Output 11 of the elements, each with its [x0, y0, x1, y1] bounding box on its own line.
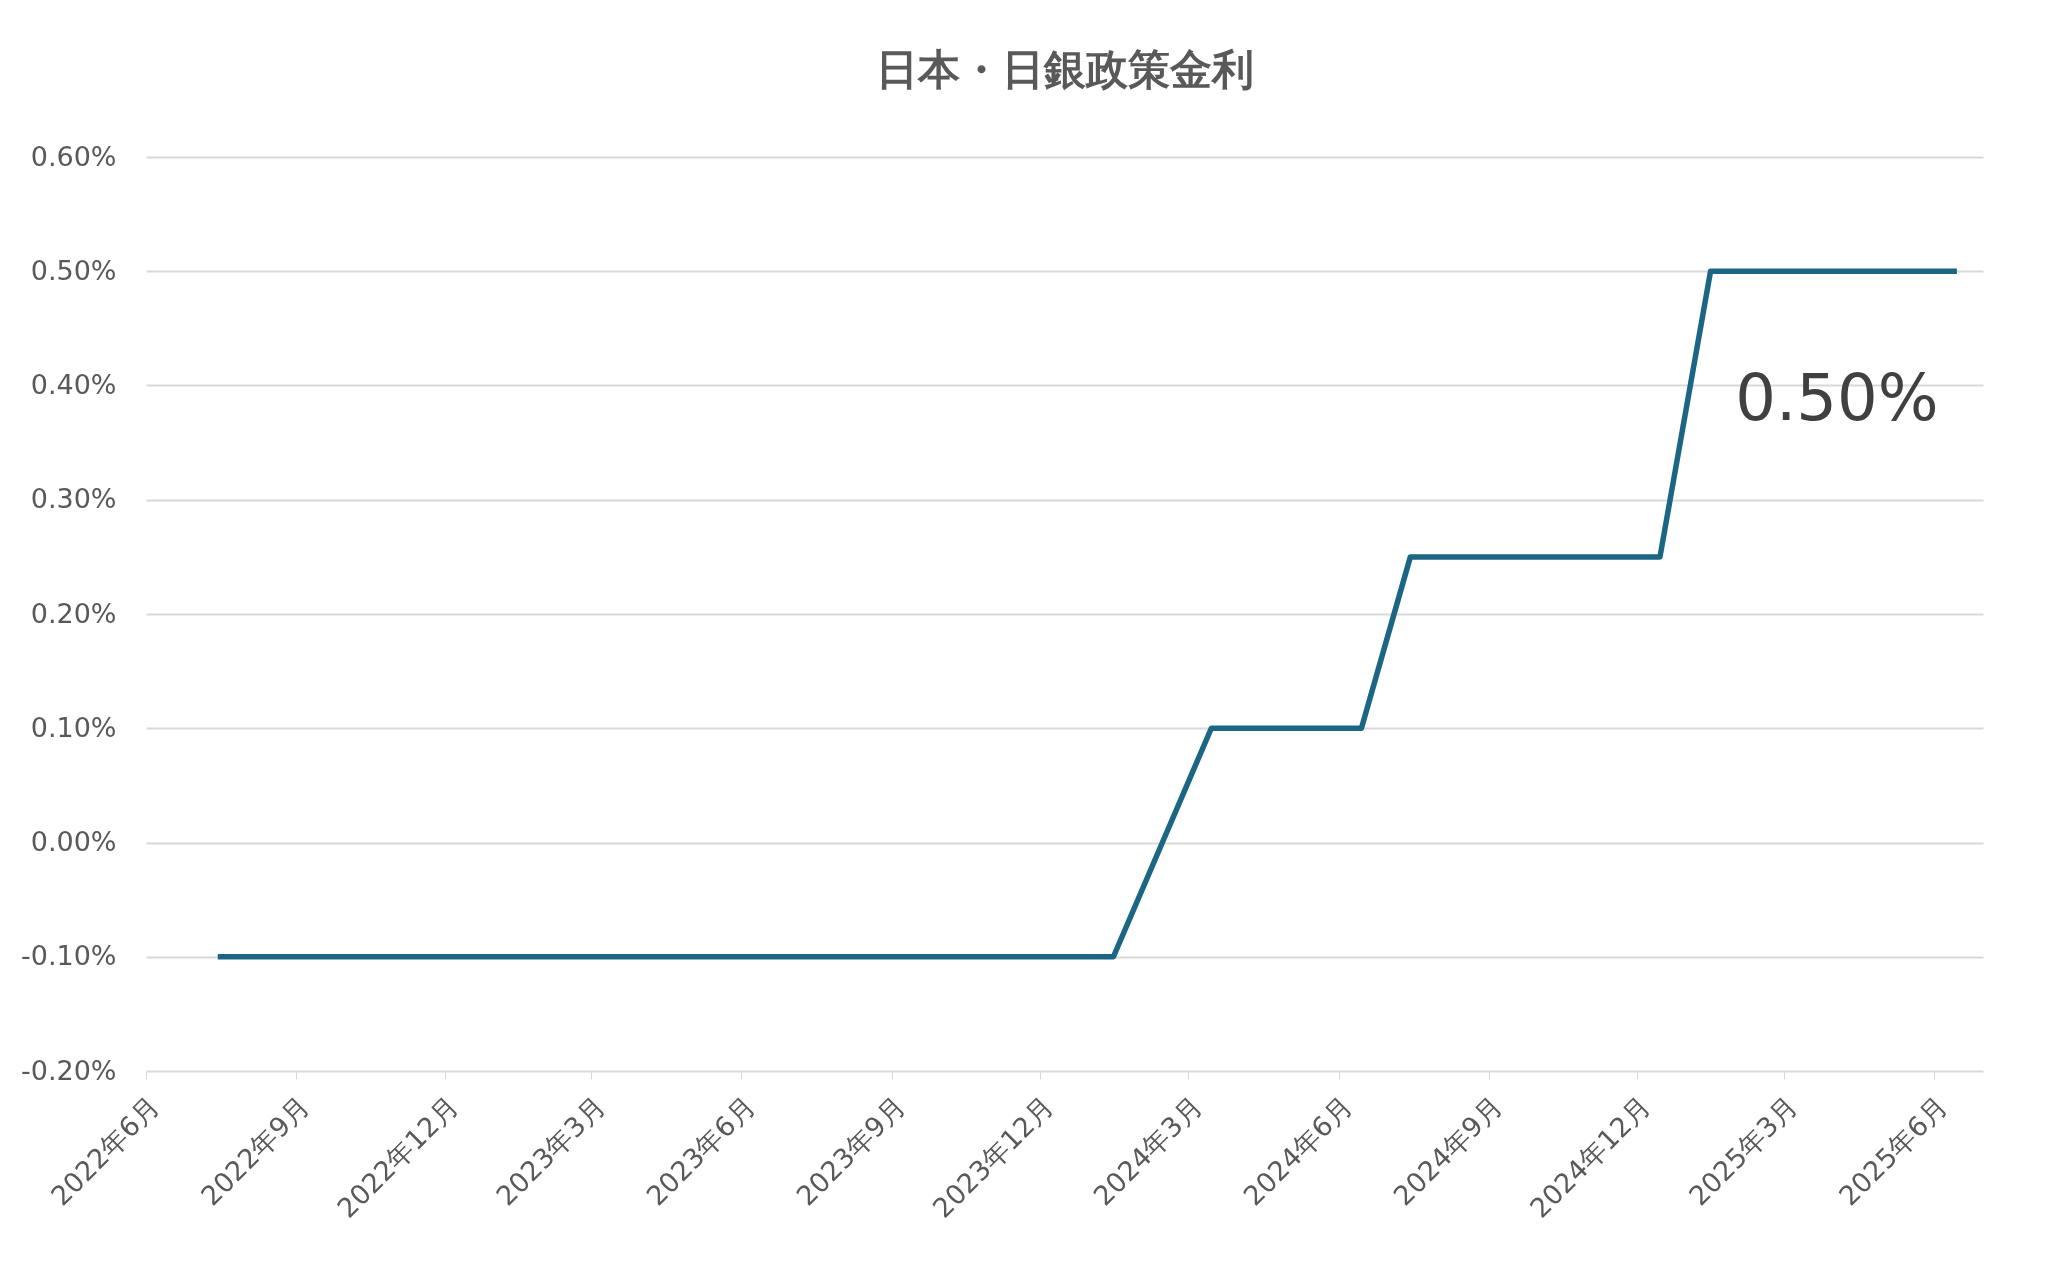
y-tick-label: 0.60% [30, 140, 117, 172]
y-tick-label: 0.40% [30, 369, 117, 400]
y-tick-label: -0.20% [20, 1054, 117, 1086]
annotation: 0.50% [1735, 361, 1939, 436]
y-tick-label: -0.10% [20, 940, 117, 972]
chart-title: 日本・日銀政策金利 [875, 45, 1254, 94]
y-tick-label: 0.20% [30, 597, 117, 629]
y-tick-label: 0.00% [30, 826, 117, 857]
y-tick-label: 0.50% [30, 254, 117, 286]
y-tick-label: 0.10% [30, 711, 117, 743]
y-tick-label: 0.30% [30, 483, 117, 515]
